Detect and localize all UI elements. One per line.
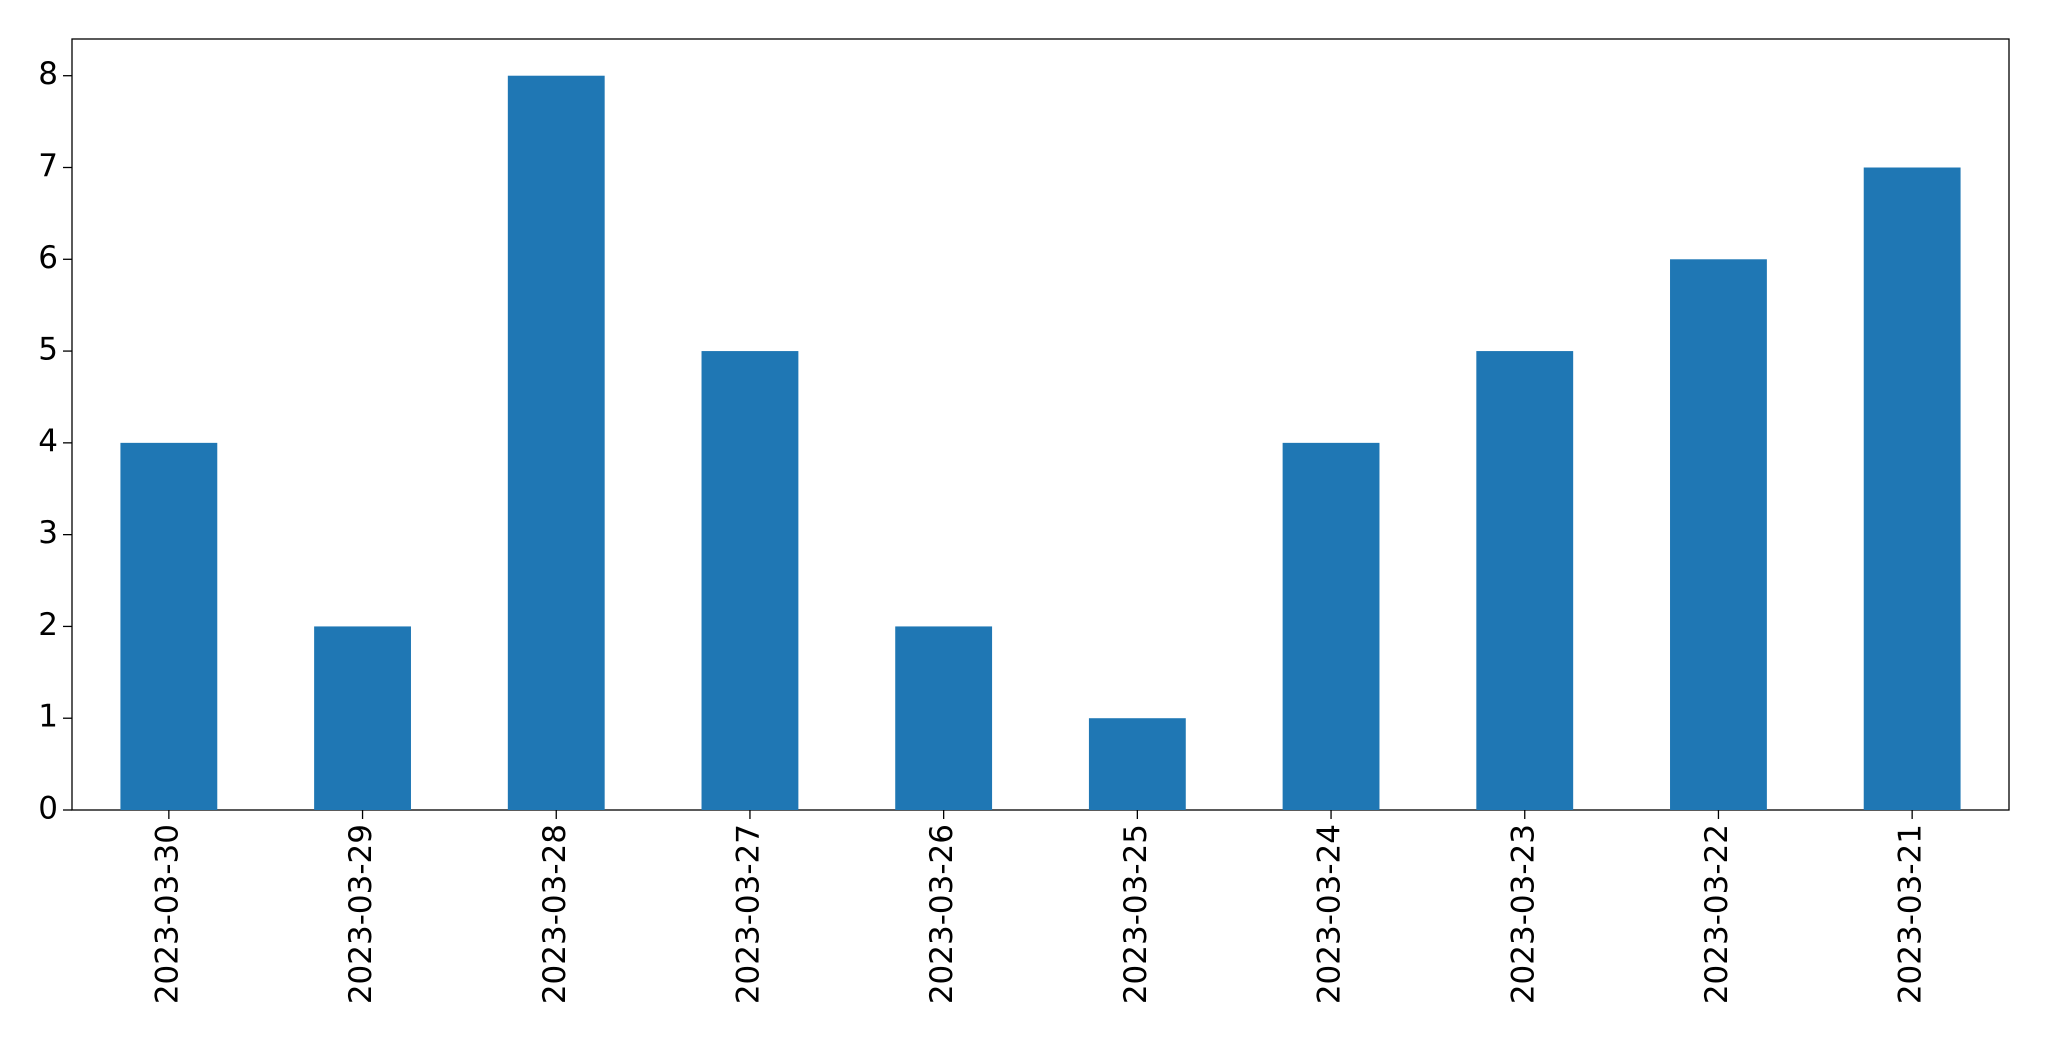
bar xyxy=(1088,718,1186,810)
y-tick-label: 4 xyxy=(38,423,58,459)
y-tick-label: 0 xyxy=(38,791,58,827)
y-tick-label: 5 xyxy=(38,332,58,368)
bar xyxy=(120,442,218,810)
plot-frame xyxy=(71,38,2010,811)
y-tick-label: 6 xyxy=(38,240,58,276)
x-tick-label: 2023-03-24 xyxy=(1312,824,1348,1004)
y-tick-label: 7 xyxy=(38,148,58,184)
bar xyxy=(1863,167,1961,810)
bar xyxy=(1670,259,1767,810)
x-tick-label: 2023-03-25 xyxy=(1118,824,1154,1004)
x-tick-label: 2023-03-22 xyxy=(1699,824,1735,1004)
x-tick-label: 2023-03-29 xyxy=(343,824,379,1004)
bar xyxy=(314,626,411,810)
y-tick-label: 3 xyxy=(38,515,58,551)
x-tick-label: 2023-03-21 xyxy=(1893,824,1929,1004)
bar xyxy=(1476,351,1574,810)
bar xyxy=(701,351,799,810)
x-tick-label: 2023-03-30 xyxy=(149,824,185,1004)
x-tick-label: 2023-03-27 xyxy=(730,824,766,1004)
x-tick-label: 2023-03-26 xyxy=(924,824,960,1004)
x-tick-label: 2023-03-23 xyxy=(1505,824,1541,1004)
y-tick-label: 1 xyxy=(38,699,58,735)
y-tick-label: 8 xyxy=(38,56,58,92)
bar xyxy=(507,75,605,810)
bar xyxy=(895,626,993,810)
bar xyxy=(1282,442,1380,810)
y-tick-label: 2 xyxy=(38,607,58,643)
x-tick-label: 2023-03-28 xyxy=(537,824,573,1004)
